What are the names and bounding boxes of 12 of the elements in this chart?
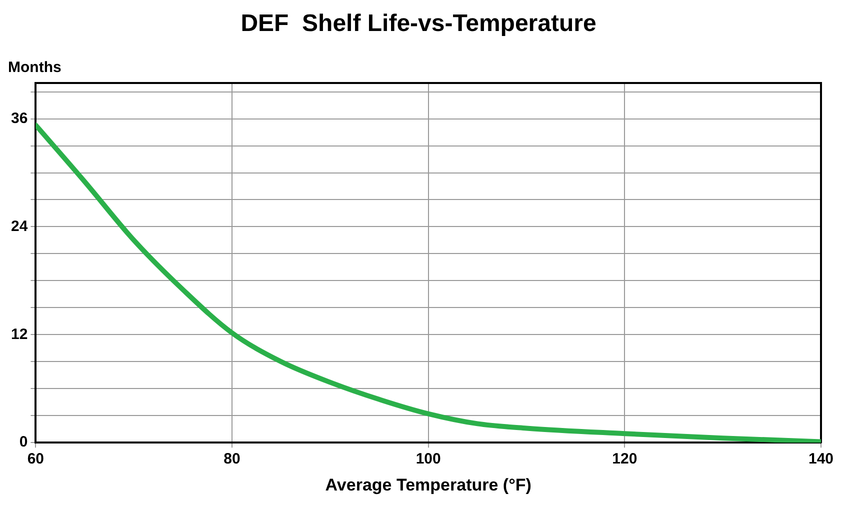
x-tick-label: 100 [416, 450, 441, 468]
x-tick-label: 60 [27, 450, 44, 468]
x-tick-label: 120 [612, 450, 638, 468]
chart-title: DEF Shelf Life-vs-Temperature [240, 10, 596, 38]
y-tick-label: 36 [10, 110, 28, 127]
y-tick-label: 12 [10, 326, 28, 343]
y-tick-label: 24 [10, 218, 28, 235]
y-axis-title: Months [8, 58, 62, 76]
x-tick-label: 80 [224, 450, 240, 468]
x-tick-label: 140 [808, 450, 834, 468]
y-tick-label: 0 [19, 434, 28, 451]
x-axis-title: Average Temperature (°F) [325, 475, 532, 494]
